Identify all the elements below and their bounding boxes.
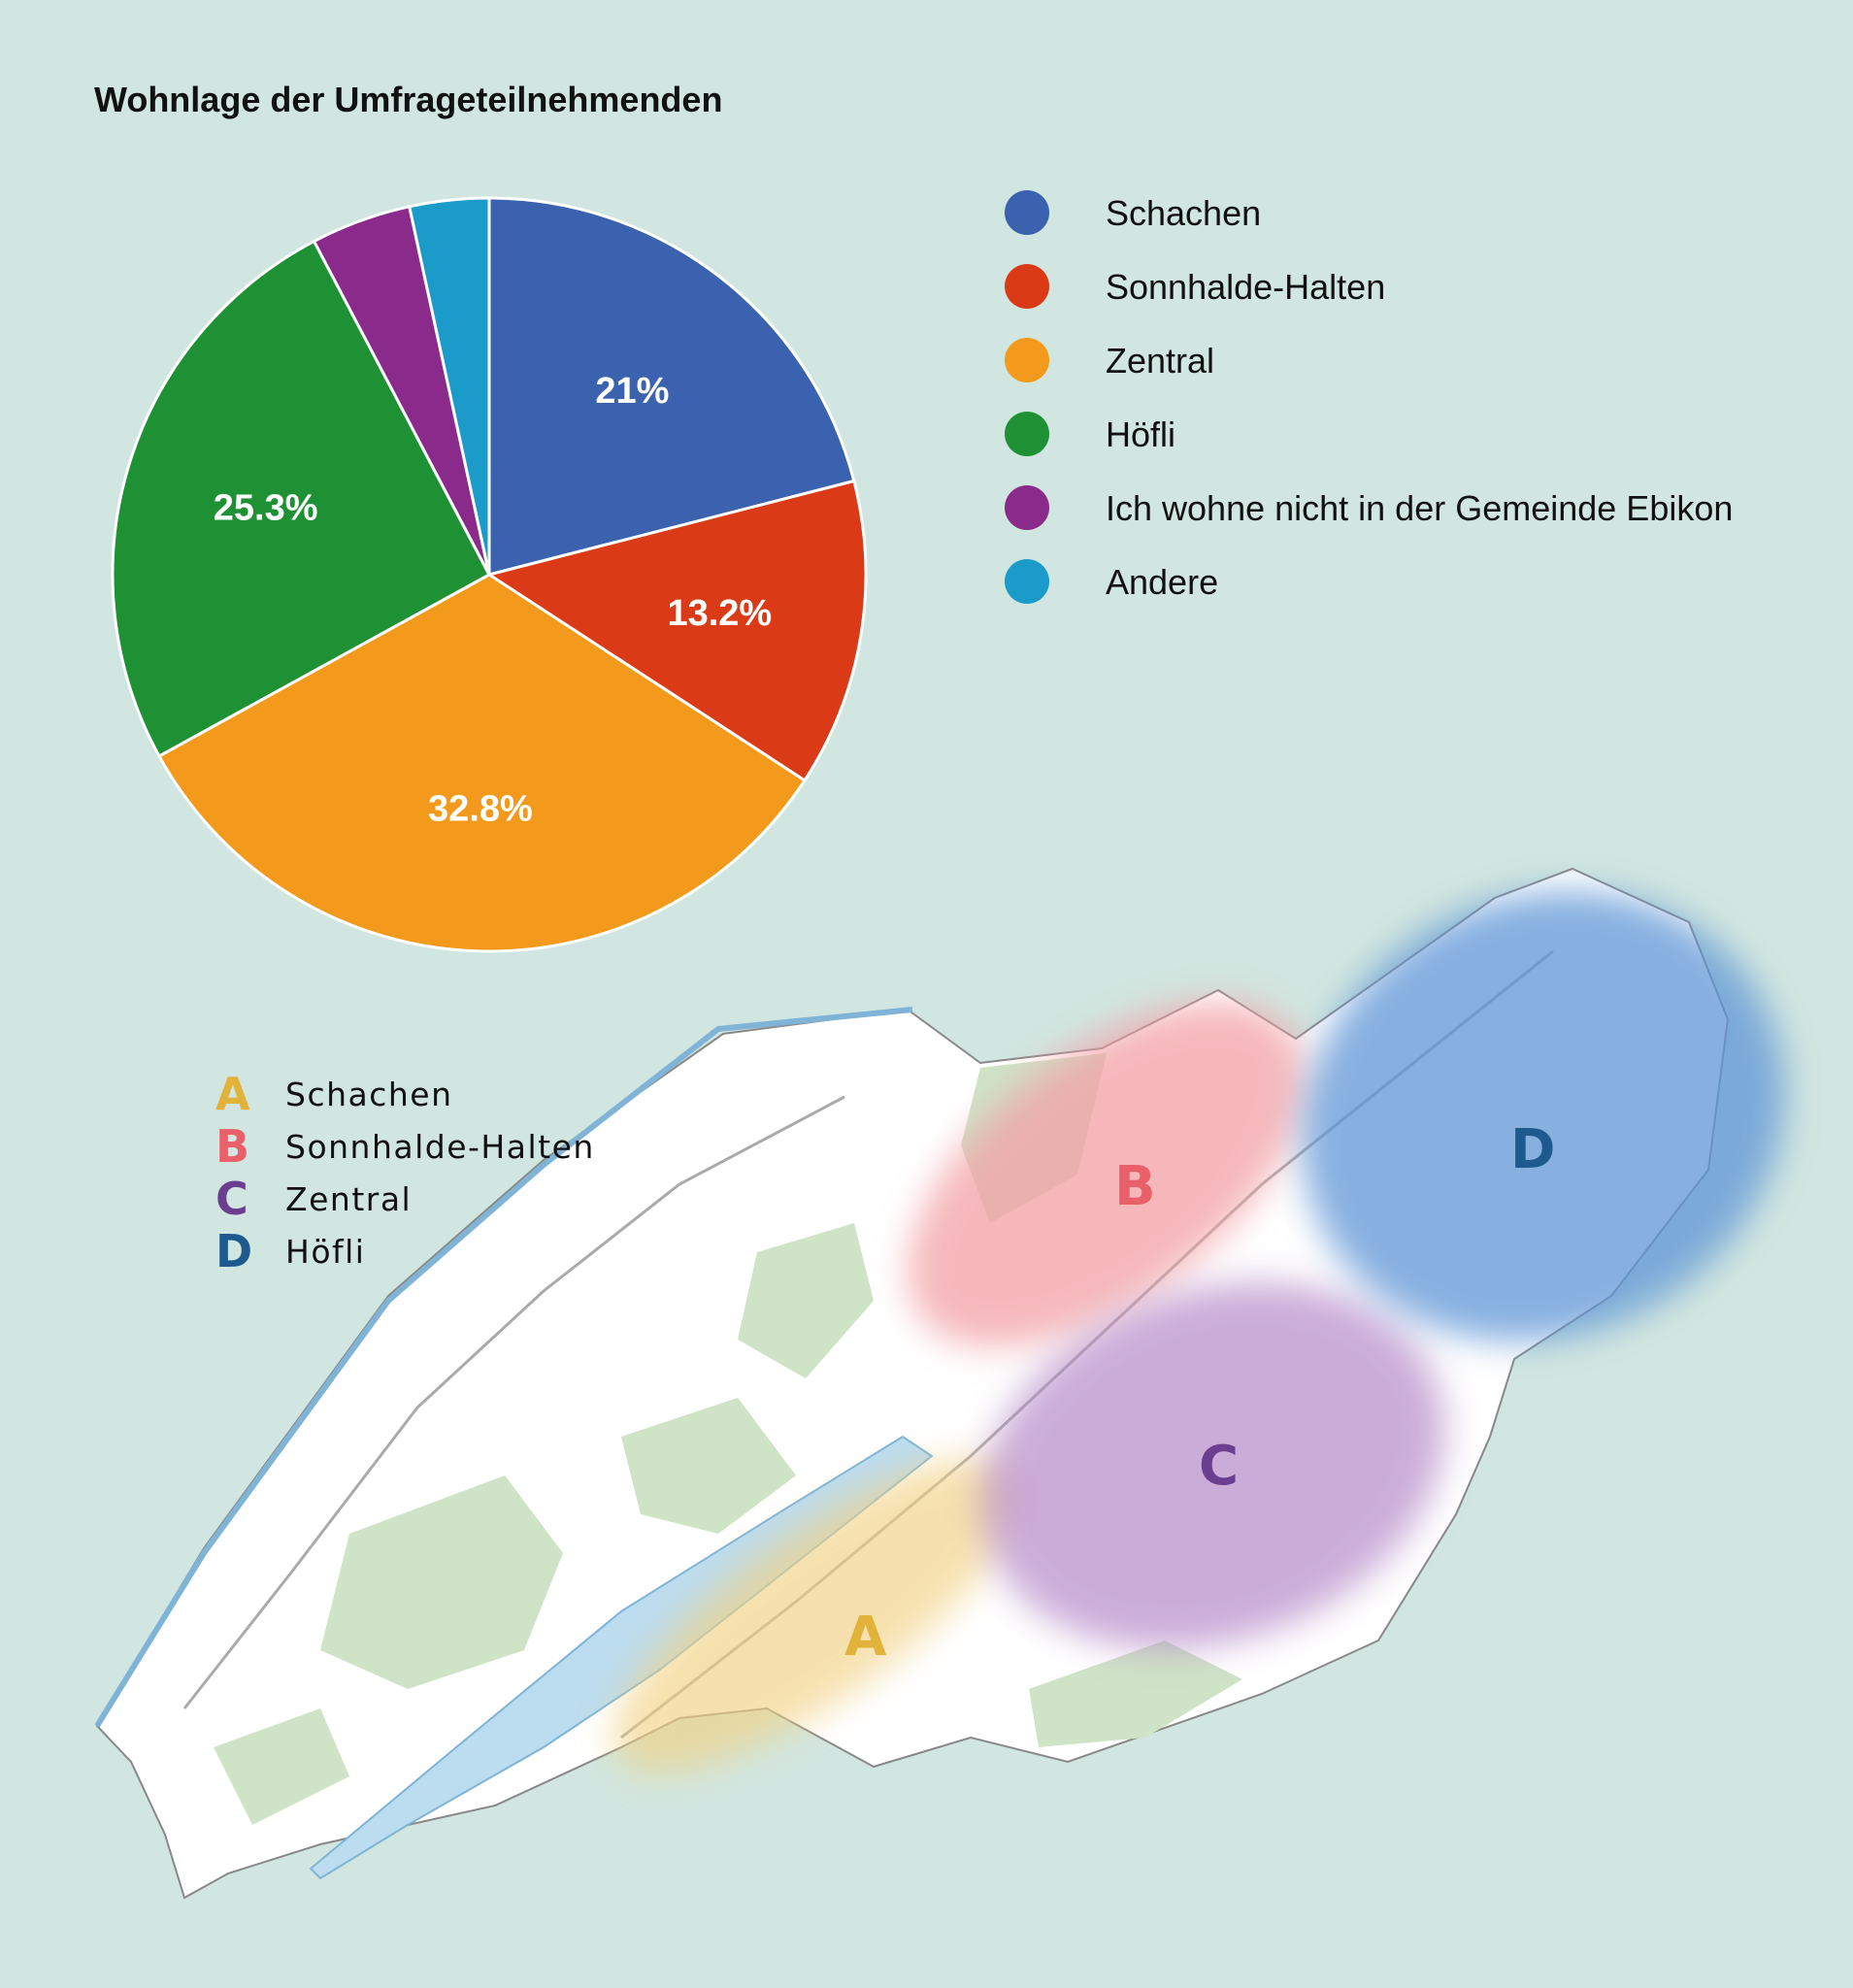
legend-label: Andere <box>1106 562 1219 602</box>
map-legend-letter: C <box>215 1173 248 1225</box>
pie-data-label: 21% <box>595 371 669 412</box>
map-legend-label: Schachen <box>285 1076 453 1113</box>
legend-swatch <box>1005 412 1049 456</box>
legend-label: Höfli <box>1106 414 1176 454</box>
legend-swatch <box>1005 190 1049 235</box>
zone-b-area <box>908 1002 1306 1347</box>
legend-label: Schachen <box>1106 193 1262 233</box>
legend-swatch <box>1005 559 1049 604</box>
map-legend-letter: D <box>215 1225 253 1277</box>
road <box>182 1095 845 1709</box>
pie-data-label: 13.2% <box>667 593 772 634</box>
forest-patch <box>214 1708 349 1825</box>
pie-data-label: 25.3% <box>214 488 318 529</box>
forest-patch <box>621 1398 796 1534</box>
pie-chart: 21% 13.2% 32.8% 25.3% <box>111 196 868 953</box>
map-legend-label: Sonnhalde-Halten <box>285 1128 595 1166</box>
chart-title: Wohnlage der Umfrageteilnehmenden <box>94 80 723 119</box>
pie-data-label: 32.8% <box>428 788 533 829</box>
zone-d-area <box>1302 891 1785 1342</box>
legend-swatch <box>1005 264 1049 309</box>
pie-slice <box>111 239 492 758</box>
zone-a-letter: A <box>844 1606 887 1669</box>
zone-c-area <box>981 1282 1445 1649</box>
map-legend-label: Höfli <box>285 1233 366 1271</box>
pie-slice <box>487 196 856 577</box>
zone-d-letter: D <box>1510 1118 1556 1181</box>
zone-b-letter: B <box>1114 1155 1156 1218</box>
legend-label: Zentral <box>1106 341 1215 381</box>
pie-slice <box>407 196 491 576</box>
map-legend-letter: B <box>215 1120 250 1173</box>
river <box>94 1007 913 1728</box>
legend-label: Ich wohne nicht in der Gemeinde Ebikon <box>1106 488 1734 528</box>
forest-patch <box>738 1223 874 1378</box>
pie-slice <box>485 479 868 783</box>
forest-patch <box>320 1475 563 1689</box>
map-legend-label: Zentral <box>285 1180 413 1218</box>
legend-label: Sonnhalde-Halten <box>1106 267 1386 307</box>
zone-c-letter: C <box>1199 1435 1240 1498</box>
map-legend-letter: A <box>215 1068 250 1120</box>
zone-a-area <box>612 1458 1018 1774</box>
forest-patch <box>1029 1640 1242 1747</box>
legend-swatch <box>1005 485 1049 530</box>
legend-swatch <box>1005 338 1049 382</box>
